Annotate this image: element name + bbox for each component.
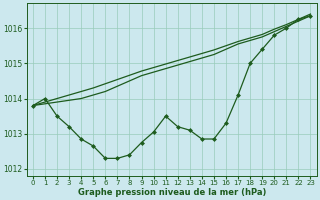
X-axis label: Graphe pression niveau de la mer (hPa): Graphe pression niveau de la mer (hPa) — [77, 188, 266, 197]
